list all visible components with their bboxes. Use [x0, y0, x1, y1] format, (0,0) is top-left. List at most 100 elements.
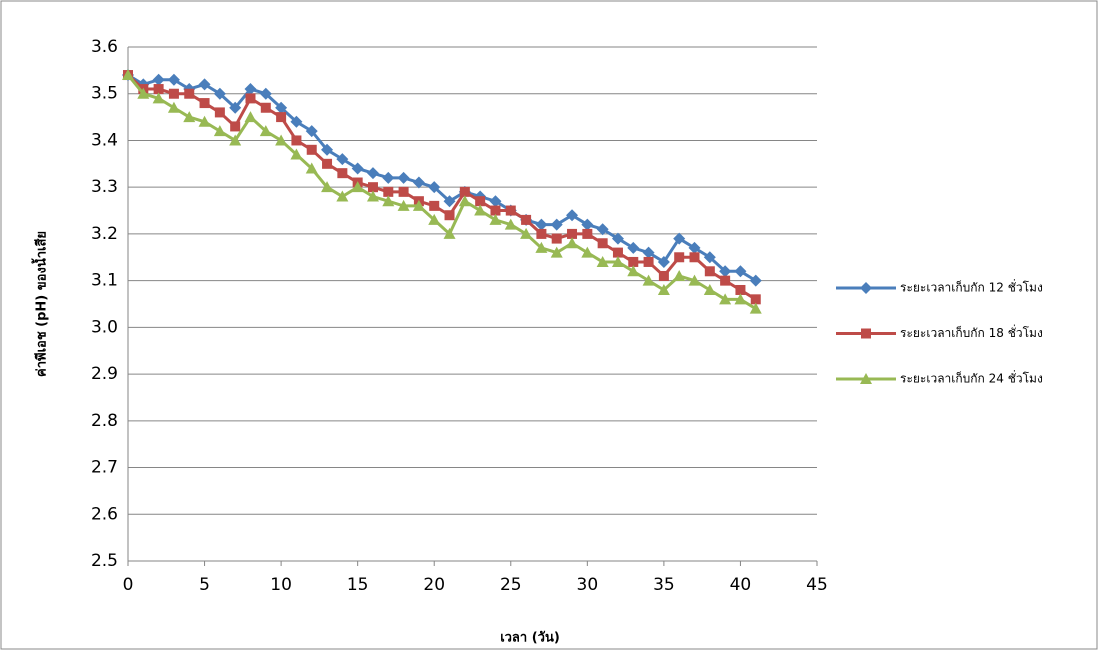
- point: [719, 265, 732, 278]
- point: [674, 252, 685, 263]
- y-axis-label: ค่าพีเอช (pH) ของน้ำเสีย: [31, 231, 50, 377]
- x-tick-label: 30: [577, 575, 599, 595]
- point: [642, 246, 655, 259]
- point: [719, 293, 732, 305]
- point: [260, 102, 271, 113]
- point: [643, 256, 654, 267]
- point: [428, 181, 441, 194]
- x-tick-label: 5: [199, 575, 210, 595]
- point: [290, 148, 303, 160]
- point: [183, 111, 196, 123]
- y-tick-label: 2.9: [91, 364, 118, 384]
- point: [597, 238, 608, 249]
- point: [611, 232, 624, 245]
- point: [596, 223, 609, 236]
- point: [703, 283, 716, 295]
- point: [505, 205, 516, 216]
- y-tick-label: 3.3: [91, 177, 118, 197]
- point: [322, 158, 333, 169]
- point: [213, 87, 226, 100]
- point: [198, 115, 211, 127]
- legend-label: ระยะเวลาเก็บกัก 12 ชั่วโมง: [900, 279, 1043, 295]
- x-tick-label: 10: [270, 575, 292, 595]
- y-tick-label: 2.6: [91, 504, 118, 524]
- point: [383, 186, 394, 197]
- point: [398, 186, 409, 197]
- x-tick-label: 25: [500, 575, 522, 595]
- point: [657, 255, 670, 268]
- point: [275, 101, 288, 114]
- point: [230, 121, 241, 132]
- legend-marker: [860, 373, 872, 384]
- point: [276, 112, 287, 123]
- point: [735, 284, 746, 295]
- point: [627, 265, 640, 277]
- point: [673, 269, 686, 281]
- point: [167, 101, 180, 113]
- point: [596, 255, 609, 267]
- point: [551, 233, 562, 244]
- point: [489, 195, 502, 208]
- point: [291, 135, 302, 146]
- point: [321, 143, 334, 156]
- point: [259, 87, 272, 100]
- point: [566, 209, 579, 222]
- point: [366, 167, 379, 180]
- point: [199, 98, 210, 109]
- point: [198, 78, 211, 91]
- point: [382, 195, 395, 207]
- point: [474, 204, 487, 216]
- point: [275, 134, 288, 146]
- point: [459, 186, 470, 197]
- x-tick-label: 40: [730, 575, 752, 595]
- point: [306, 144, 317, 155]
- legend-marker: [861, 328, 871, 339]
- x-tick-label: 15: [347, 575, 369, 595]
- point: [627, 241, 640, 254]
- point: [504, 218, 517, 230]
- y-tick-label: 3.0: [91, 317, 118, 337]
- point: [567, 228, 578, 239]
- x-axis-label: เวลา (วัน): [500, 631, 560, 646]
- point: [337, 168, 348, 179]
- point: [137, 87, 150, 99]
- point: [412, 199, 425, 211]
- point: [750, 294, 761, 305]
- point: [122, 69, 134, 81]
- point: [521, 214, 532, 225]
- point: [444, 210, 455, 221]
- y-tick-label: 3.1: [91, 271, 118, 291]
- y-tick-label: 3.6: [91, 37, 118, 57]
- point: [535, 241, 548, 253]
- point: [581, 246, 594, 258]
- point: [397, 199, 410, 211]
- point: [689, 252, 700, 263]
- point: [566, 237, 579, 249]
- point: [229, 101, 242, 114]
- point: [259, 125, 272, 137]
- point: [167, 73, 180, 86]
- point: [336, 190, 349, 202]
- point: [704, 266, 715, 277]
- point: [688, 274, 701, 286]
- point: [489, 213, 502, 225]
- point: [582, 228, 593, 239]
- point: [428, 213, 441, 225]
- point: [321, 181, 334, 193]
- point: [458, 195, 471, 207]
- point: [153, 84, 164, 95]
- point: [305, 125, 318, 138]
- point: [657, 283, 670, 295]
- point: [152, 92, 165, 104]
- point: [366, 190, 379, 202]
- point: [628, 256, 639, 267]
- point: [535, 218, 548, 231]
- point: [720, 275, 731, 286]
- point: [734, 265, 747, 278]
- point: [490, 205, 501, 216]
- y-tick-label: 2.7: [91, 458, 118, 478]
- point: [214, 107, 225, 118]
